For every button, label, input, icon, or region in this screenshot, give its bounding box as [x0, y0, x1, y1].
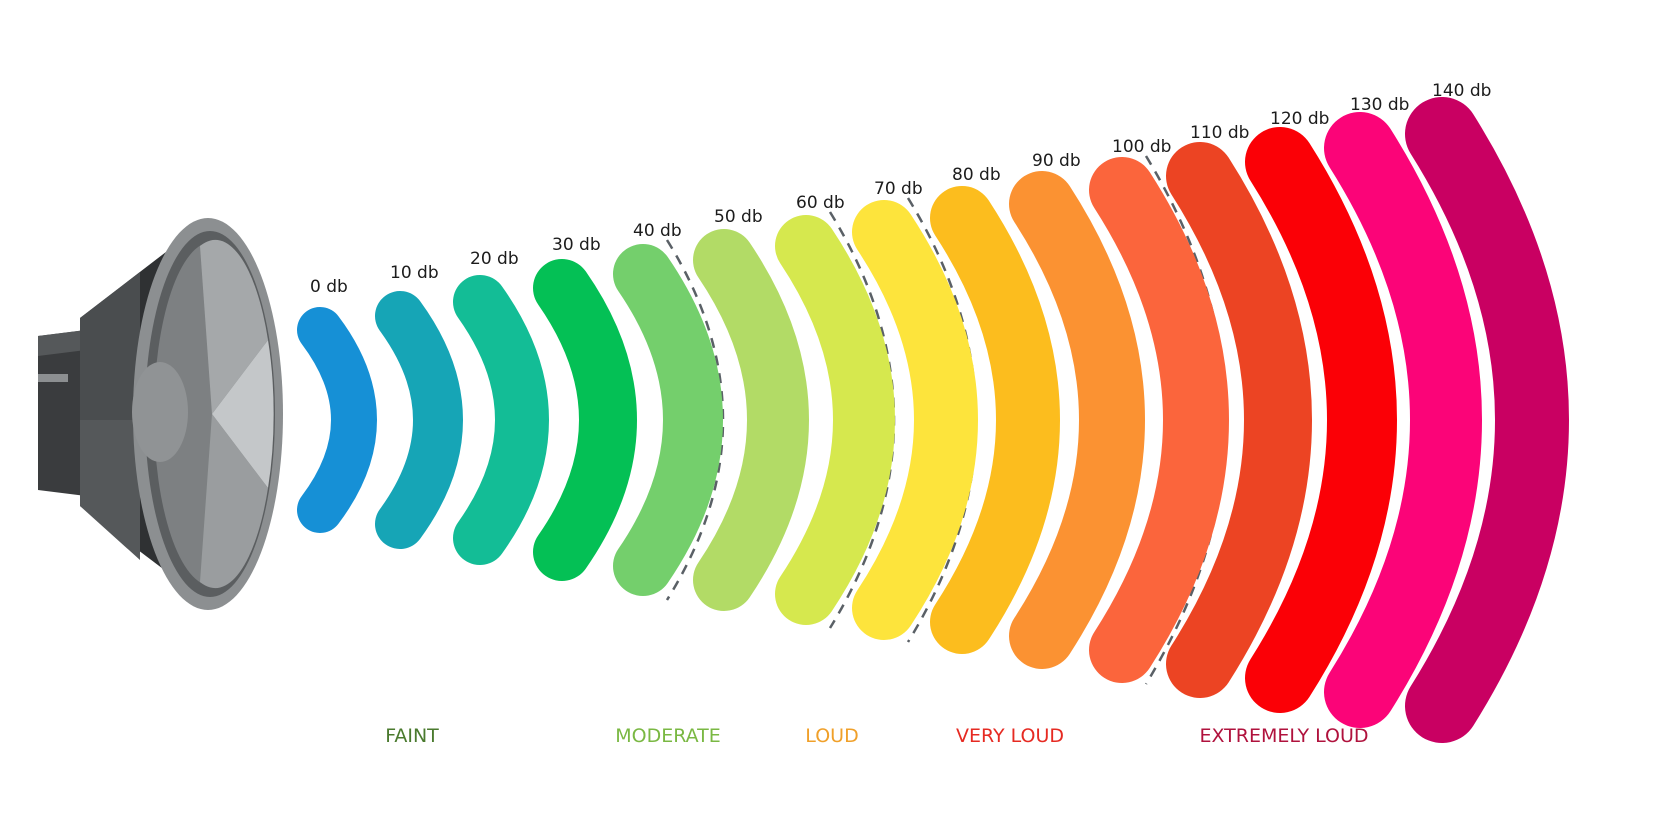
- speaker-magnet: [38, 330, 86, 496]
- sound-wave-arc: [1009, 171, 1145, 669]
- db-label: 60 db: [796, 193, 845, 213]
- category-label: VERY LOUD: [956, 725, 1064, 747]
- category-label: FAINT: [385, 725, 439, 747]
- speaker-dust-cap: [132, 362, 188, 462]
- category-label: LOUD: [805, 725, 858, 747]
- sound-wave-arc: [453, 275, 549, 565]
- speaker-basket-shade-low: [80, 420, 140, 560]
- sound-wave-arc: [297, 307, 377, 533]
- sound-wave-arc: [775, 215, 895, 625]
- db-label: 40 db: [633, 221, 682, 241]
- db-label: 80 db: [952, 165, 1001, 185]
- db-label: 110 db: [1190, 123, 1249, 143]
- sound-wave-arc: [852, 200, 978, 640]
- speaker-magnet-highlight: [38, 330, 86, 356]
- decibel-labels: 0 db 10 db 20 db 30 db 40 db 50 db 60 db 70 db 8…: [310, 81, 1491, 297]
- sound-wave-arc: [1405, 97, 1569, 743]
- db-label: 90 db: [1032, 151, 1081, 171]
- db-label: 100 db: [1112, 137, 1171, 157]
- sound-wave-arc: [533, 259, 637, 581]
- category-label: MODERATE: [615, 725, 721, 747]
- db-label: 50 db: [714, 207, 763, 227]
- sound-wave-arcs: [297, 97, 1569, 743]
- db-label: 30 db: [552, 235, 601, 255]
- sound-wave-arc: [613, 244, 723, 596]
- category-label: EXTREMELY LOUD: [1199, 725, 1368, 747]
- db-label: 70 db: [874, 179, 923, 199]
- speaker-magnet-band: [38, 374, 68, 382]
- sound-wave-arc: [1166, 142, 1312, 698]
- category-labels: FAINT MODERATE LOUD VERY LOUD EXTREMELY LOUD: [385, 725, 1368, 747]
- sound-wave-arc: [375, 291, 463, 549]
- sound-wave-arc: [930, 186, 1060, 654]
- speaker-basket-shade: [80, 272, 140, 420]
- speaker-cone-light: [212, 340, 274, 488]
- category-separator: [665, 239, 725, 601]
- db-label: 20 db: [470, 249, 519, 269]
- db-label: 120 db: [1270, 109, 1329, 129]
- sound-wave-arc: [693, 229, 809, 611]
- speaker-cone-low: [200, 414, 268, 589]
- speaker-cone-mid: [200, 239, 268, 414]
- sound-wave-arc: [1245, 127, 1397, 713]
- db-label: 130 db: [1350, 95, 1409, 115]
- db-label: 10 db: [390, 263, 439, 283]
- speaker-icon: [38, 218, 283, 610]
- db-label: 140 db: [1432, 81, 1491, 101]
- db-label: 0 db: [310, 277, 348, 297]
- sound-wave-arc: [1089, 157, 1229, 683]
- sound-wave-arc: [1324, 112, 1482, 728]
